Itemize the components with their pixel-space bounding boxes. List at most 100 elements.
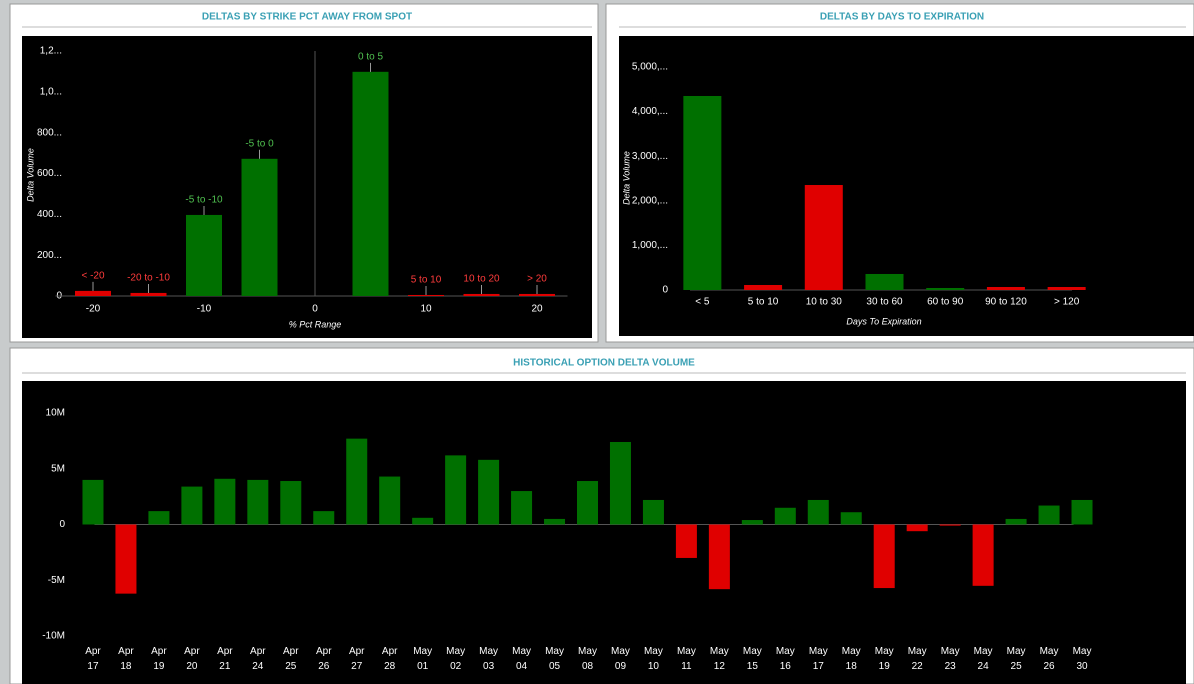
bar bbox=[352, 71, 389, 296]
x-tick-label: May 12 bbox=[710, 646, 729, 672]
x-tick-label: May 26 bbox=[1040, 646, 1059, 672]
x-tick-label: 90 to 120 bbox=[985, 297, 1027, 308]
x-tick-label: May 25 bbox=[1007, 646, 1026, 672]
x-axis-label: Days To Expiration bbox=[846, 316, 921, 326]
bar bbox=[939, 524, 961, 526]
bar bbox=[346, 438, 368, 525]
x-tick-label: 5 to 10 bbox=[748, 297, 779, 308]
bar bbox=[675, 524, 697, 558]
bar-label: -5 to 0 bbox=[245, 138, 274, 149]
y-tick-label: -5M bbox=[48, 575, 65, 586]
bar bbox=[115, 524, 137, 594]
bar-label: 10 to 20 bbox=[463, 274, 500, 285]
bar bbox=[609, 441, 631, 525]
bar bbox=[972, 524, 994, 586]
x-tick-label: 0 bbox=[312, 304, 318, 315]
x-tick-label: Apr 20 bbox=[184, 646, 200, 672]
x-tick-label: May 01 bbox=[413, 646, 432, 672]
bar bbox=[511, 491, 533, 525]
y-tick-label: 600... bbox=[37, 168, 62, 179]
bar bbox=[774, 507, 796, 525]
x-tick-label: May 08 bbox=[578, 646, 597, 672]
x-tick-label: May 22 bbox=[908, 646, 927, 672]
bar bbox=[412, 517, 434, 525]
y-axis-label: Delta Volume bbox=[621, 151, 631, 205]
bar bbox=[807, 499, 829, 525]
x-tick-label: May 04 bbox=[512, 646, 531, 672]
bar bbox=[241, 158, 278, 296]
plot-area bbox=[22, 36, 592, 338]
x-tick-label: Apr 17 bbox=[85, 646, 101, 672]
x-tick-label: May 23 bbox=[941, 646, 960, 672]
plot-area bbox=[22, 381, 1186, 684]
x-axis-label: % Pct Range bbox=[289, 319, 342, 329]
x-tick-label: Apr 18 bbox=[118, 646, 134, 672]
bar bbox=[544, 518, 566, 525]
bar bbox=[840, 512, 862, 525]
y-tick-label: 4,000,... bbox=[632, 106, 668, 117]
bar bbox=[1071, 499, 1093, 525]
bar bbox=[519, 293, 555, 296]
x-tick-label: May 17 bbox=[809, 646, 828, 672]
bar bbox=[1047, 287, 1086, 290]
bar-label: 0 to 5 bbox=[358, 51, 383, 62]
x-tick-label: May 02 bbox=[446, 646, 465, 672]
bar bbox=[804, 185, 843, 290]
x-tick-label: May 30 bbox=[1073, 646, 1092, 672]
x-tick-label: May 16 bbox=[776, 646, 795, 672]
bar-label: > 20 bbox=[527, 274, 547, 285]
bar bbox=[478, 459, 500, 525]
bar-label: -5 to -10 bbox=[185, 195, 223, 206]
bar bbox=[181, 486, 203, 525]
bar bbox=[82, 479, 104, 525]
chart-title: HISTORICAL OPTION DELTA VOLUME bbox=[513, 358, 695, 369]
x-tick-label: < 5 bbox=[695, 297, 710, 308]
x-tick-label: May 09 bbox=[611, 646, 630, 672]
bar bbox=[1005, 518, 1027, 525]
bar bbox=[642, 499, 664, 525]
x-tick-label: May 24 bbox=[974, 646, 993, 672]
chart-title: DELTAS BY DAYS TO EXPIRATION bbox=[820, 12, 984, 23]
x-tick-label: 20 bbox=[531, 304, 543, 315]
bar bbox=[214, 478, 236, 525]
x-tick-label: Apr 27 bbox=[349, 646, 365, 672]
y-tick-label: 800... bbox=[37, 127, 62, 138]
y-tick-label: 200... bbox=[37, 250, 62, 261]
bar bbox=[463, 293, 500, 296]
bar bbox=[683, 95, 722, 291]
x-tick-label: May 18 bbox=[842, 646, 861, 672]
x-tick-label: May 15 bbox=[743, 646, 762, 672]
y-tick-label: 1,2... bbox=[40, 46, 62, 57]
bar bbox=[873, 524, 895, 589]
bar bbox=[708, 524, 730, 590]
x-tick-label: May 05 bbox=[545, 646, 564, 672]
x-tick-label: 10 bbox=[420, 304, 432, 315]
x-tick-label: -20 bbox=[86, 304, 101, 315]
y-tick-label: 2,000,... bbox=[632, 195, 668, 206]
bar bbox=[744, 285, 783, 290]
x-tick-label: 60 to 90 bbox=[927, 297, 964, 308]
x-tick-label: May 10 bbox=[644, 646, 663, 672]
bar bbox=[313, 511, 335, 525]
bar bbox=[926, 287, 965, 290]
x-tick-label: Apr 26 bbox=[316, 646, 332, 672]
x-tick-label: May 03 bbox=[479, 646, 498, 672]
x-tick-label: Apr 19 bbox=[151, 646, 167, 672]
bar bbox=[577, 481, 598, 525]
bar-label: 5 to 10 bbox=[411, 275, 442, 286]
bar bbox=[247, 479, 269, 525]
y-tick-label: 3,000,... bbox=[632, 151, 668, 162]
x-tick-label: Apr 25 bbox=[283, 646, 299, 672]
x-tick-label: Apr 24 bbox=[250, 646, 266, 672]
y-tick-label: 10M bbox=[46, 408, 65, 419]
bar bbox=[986, 287, 1025, 290]
y-tick-label: 400... bbox=[37, 209, 62, 220]
bar bbox=[186, 214, 222, 296]
x-tick-label: Apr 28 bbox=[382, 646, 398, 672]
y-tick-label: 5M bbox=[51, 463, 65, 474]
bar bbox=[865, 273, 904, 290]
x-tick-label: Apr 21 bbox=[217, 646, 233, 672]
bar bbox=[75, 290, 111, 296]
bar bbox=[906, 524, 928, 532]
